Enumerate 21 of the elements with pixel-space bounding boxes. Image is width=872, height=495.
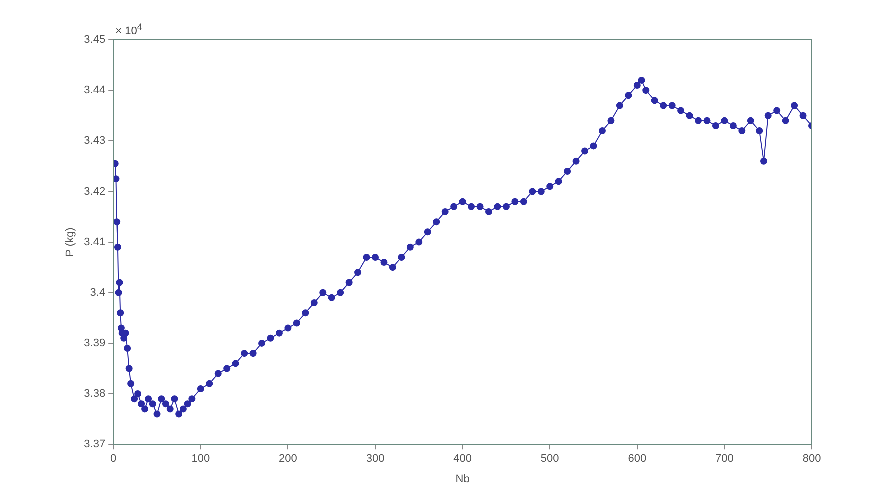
y-tick-label: 3.38 [84, 388, 106, 400]
y-axis-title: P (kg) [64, 228, 77, 257]
text: × 10$^{4}$ [116, 22, 142, 38]
x-tick-label: 500 [540, 453, 560, 466]
y-tick-label: 3.39 [84, 337, 106, 350]
x-tick-label: 800 [802, 453, 822, 466]
y-tick-label: 3.41 [84, 236, 106, 248]
y-tick-label: 3.37 [84, 438, 106, 451]
y-tick-label: 3.4 [90, 286, 106, 299]
y-tick-label: 3.44 [84, 84, 106, 97]
x-tick-label: 300 [366, 453, 385, 466]
x-axis-title: Nb [456, 473, 470, 486]
y-tick-label: 3.42 [84, 186, 106, 198]
x-tick-label: 700 [716, 453, 734, 466]
y-tick-label: 3.43 [84, 135, 106, 148]
x-tick-label: 600 [628, 453, 647, 466]
x-tick-label: 400 [454, 453, 472, 466]
y-tick-label: 3.45 [84, 34, 106, 46]
x-tick-label: 200 [279, 453, 298, 466]
x-tick-label: 100 [192, 453, 210, 466]
x-tick-label: 0 [110, 453, 117, 466]
